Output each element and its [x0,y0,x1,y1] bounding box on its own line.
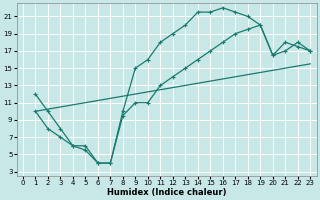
X-axis label: Humidex (Indice chaleur): Humidex (Indice chaleur) [107,188,226,197]
